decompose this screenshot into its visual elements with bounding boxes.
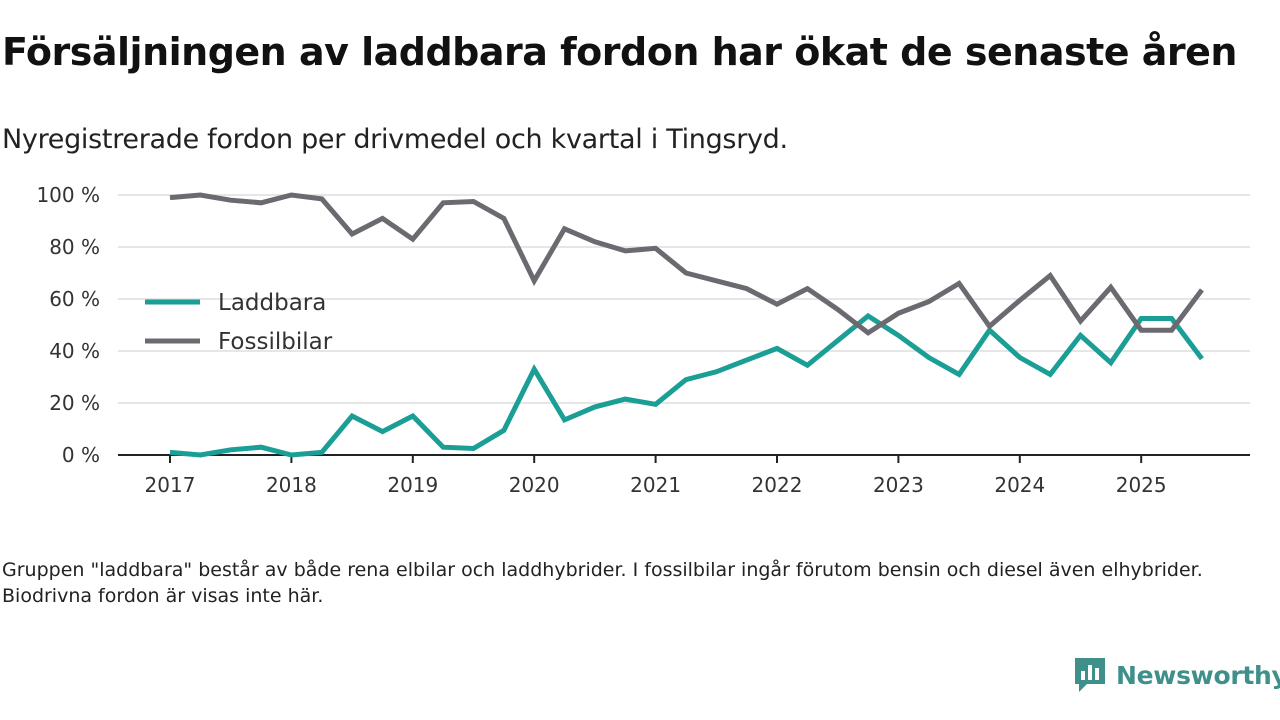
series-line-fossilbilar	[169, 192, 1204, 336]
y-axis-ticks: 0 % 20 % 40 % 60 % 80 % 100 %	[36, 183, 100, 467]
newsworthy-logo-icon	[1075, 658, 1105, 692]
x-tick-label: 2022	[752, 473, 803, 497]
legend-label: Fossilbilar	[218, 329, 333, 355]
x-axis-ticks: 2017 2018 2019 2020 2021 2022 2023 2024 2025	[145, 455, 1167, 497]
x-tick-label: 2021	[630, 473, 681, 497]
brand-name: Newsworthy	[1116, 660, 1280, 690]
chart-title: Försäljningen av laddbara fordon har öka…	[2, 30, 1237, 74]
x-tick-label: 2017	[145, 473, 196, 497]
y-tick-label: 0 %	[62, 443, 100, 467]
y-tick-label: 80 %	[49, 235, 100, 259]
x-tick-label: 2020	[509, 473, 560, 497]
x-tick-label: 2025	[1116, 473, 1167, 497]
footnote: Gruppen "laddbara" består av både rena e…	[2, 559, 1203, 607]
x-tick-label: 2024	[994, 473, 1045, 497]
y-tick-label: 100 %	[36, 183, 100, 207]
brand-logo[interactable]: Newsworthy	[1072, 654, 1280, 696]
x-tick-label: 2019	[387, 473, 438, 497]
line-chart: 0 % 20 % 40 % 60 % 80 % 100 % 2017 2018 2019 202…	[36, 183, 1250, 497]
legend: Laddbara Fossilbilar	[145, 290, 333, 355]
series-lines	[169, 192, 1204, 458]
legend-label: Laddbara	[218, 290, 326, 316]
x-tick-label: 2023	[873, 473, 924, 497]
y-tick-label: 20 %	[49, 391, 100, 415]
x-tick-label: 2018	[266, 473, 317, 497]
y-tick-label: 60 %	[49, 287, 100, 311]
chart-subtitle: Nyregistrerade fordon per drivmedel och …	[2, 124, 788, 155]
series-line-laddbara	[169, 312, 1204, 458]
y-tick-label: 40 %	[49, 339, 100, 363]
